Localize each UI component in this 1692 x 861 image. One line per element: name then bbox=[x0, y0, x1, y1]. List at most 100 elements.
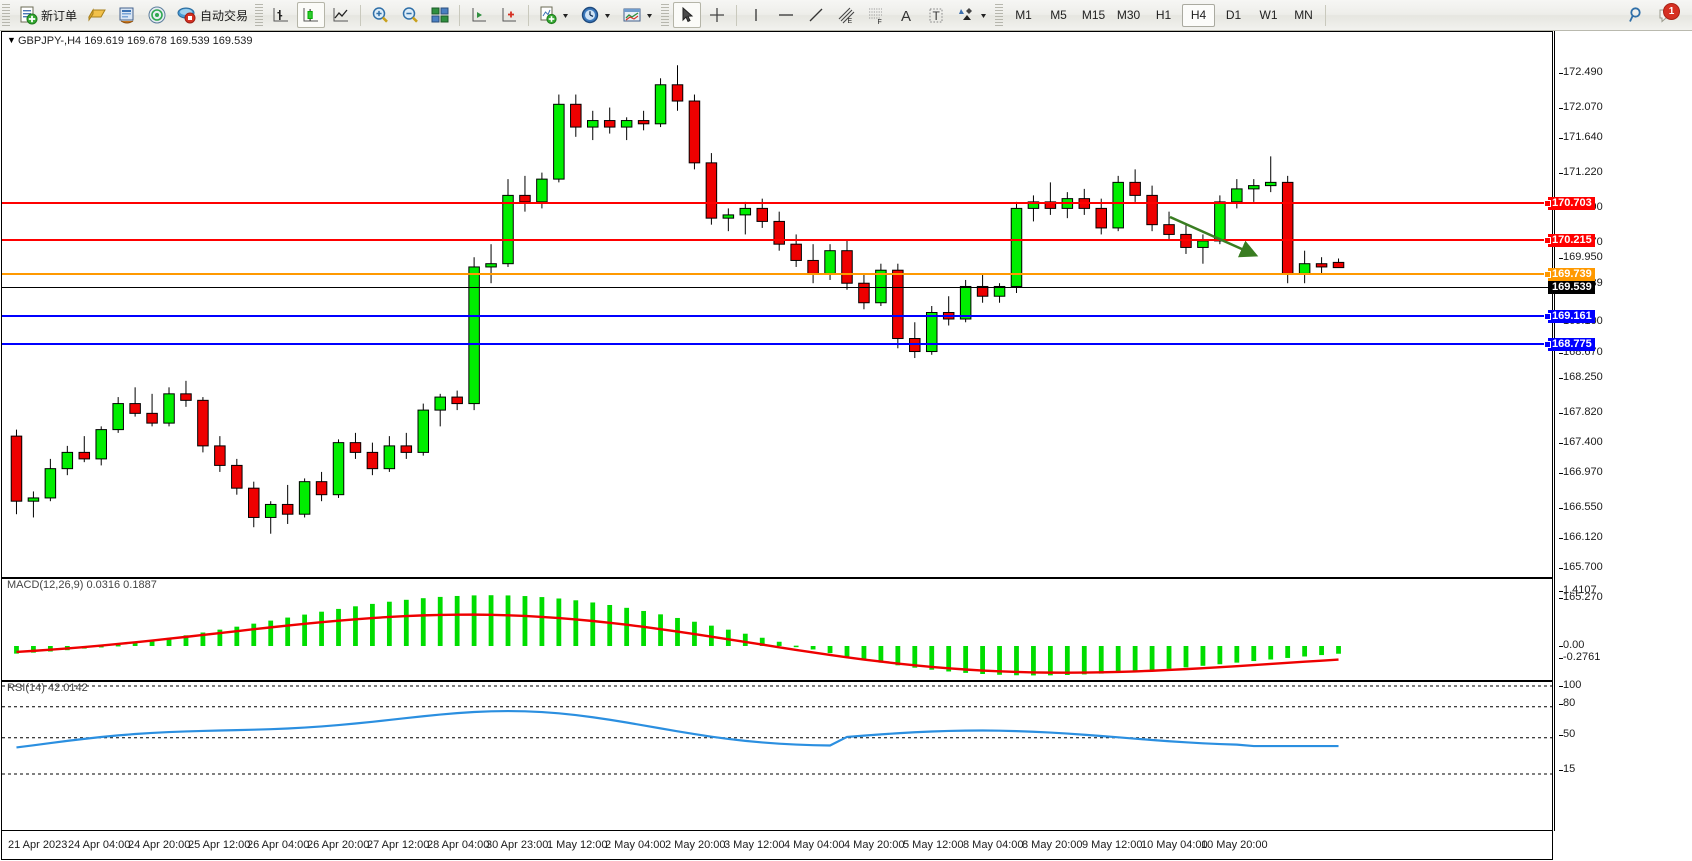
toolbar-grip[interactable] bbox=[2, 4, 10, 26]
line-chart-button[interactable] bbox=[327, 2, 355, 28]
market-watch-button[interactable] bbox=[143, 2, 171, 28]
chart-shift-button[interactable] bbox=[495, 2, 523, 28]
rsi-pane bbox=[2, 685, 1552, 775]
current-price-line-label[interactable]: 169.539 bbox=[1548, 281, 1595, 294]
label-button[interactable]: T bbox=[922, 2, 950, 28]
cursor-button[interactable] bbox=[673, 2, 702, 28]
shapes-button[interactable] bbox=[952, 2, 992, 28]
time-tick: 8 May 20:00 bbox=[1022, 839, 1083, 851]
timeframe-w1[interactable]: W1 bbox=[1259, 8, 1278, 22]
candle bbox=[366, 442, 379, 476]
resistance-line-2[interactable] bbox=[2, 239, 1552, 241]
candle bbox=[688, 94, 701, 170]
timeframe-m1[interactable]: M1 bbox=[1015, 8, 1032, 22]
chevron-down-icon-3[interactable] bbox=[645, 5, 654, 25]
fibonacci-button[interactable]: F bbox=[862, 2, 890, 28]
timeframe-h1[interactable]: H1 bbox=[1155, 8, 1172, 22]
resistance-line-1[interactable] bbox=[2, 202, 1552, 204]
macd-histogram-bar bbox=[217, 629, 223, 646]
triangle-down-icon[interactable]: ▼ bbox=[7, 35, 16, 45]
rsi-scale-tick: 100 bbox=[1558, 679, 1582, 691]
equidistant-channel-button[interactable]: E bbox=[832, 2, 860, 28]
toolbar-grip-4[interactable] bbox=[995, 4, 1004, 26]
chart-shift-icon bbox=[499, 5, 519, 25]
macd-histogram-bar bbox=[1251, 646, 1257, 662]
macd-histogram-bar bbox=[844, 646, 850, 657]
macd-histogram-bar bbox=[997, 646, 1002, 675]
candle bbox=[892, 263, 904, 349]
vertical-line-button[interactable] bbox=[742, 2, 770, 28]
candle bbox=[44, 458, 57, 502]
search-button[interactable] bbox=[1623, 2, 1651, 28]
horizontal-line-button[interactable] bbox=[772, 2, 800, 28]
auto-trading-button[interactable]: 自动交易 bbox=[173, 2, 252, 28]
new-order-button[interactable]: 新订单 bbox=[14, 2, 81, 28]
resistance-line-1-label[interactable]: 170.703 bbox=[1548, 197, 1595, 210]
support-line-1[interactable] bbox=[2, 315, 1552, 317]
tile-windows-button[interactable] bbox=[426, 2, 454, 28]
timeframe-m5[interactable]: M5 bbox=[1050, 8, 1067, 22]
macd-pane bbox=[14, 595, 1341, 676]
time-tick: 26 Apr 20:00 bbox=[307, 839, 370, 851]
profiles-button[interactable] bbox=[113, 2, 141, 28]
pivot-line-handle[interactable] bbox=[1544, 271, 1551, 278]
text-button[interactable]: A bbox=[892, 2, 920, 28]
time-scale[interactable]: 21 Apr 2023 24 Apr 04:00 24 Apr 20:00 25 Ap… bbox=[1, 831, 1553, 860]
macd-histogram-bar bbox=[183, 635, 189, 646]
zoom-in-button[interactable] bbox=[366, 2, 394, 28]
toolbar-separator-3 bbox=[528, 4, 530, 26]
resistance-line-2-handle[interactable] bbox=[1544, 237, 1551, 244]
candlestick-chart-button[interactable] bbox=[297, 2, 326, 28]
resistance-line-2-label[interactable]: 170.215 bbox=[1548, 234, 1595, 247]
vertical-line-icon bbox=[746, 5, 766, 25]
macd-histogram-bar bbox=[641, 610, 647, 646]
open-chart-button[interactable] bbox=[83, 2, 111, 28]
timeframe-h4[interactable]: H4 bbox=[1182, 3, 1216, 27]
line-chart-icon bbox=[331, 5, 351, 25]
pivot-line[interactable] bbox=[2, 273, 1552, 275]
timeframe-d1[interactable]: D1 bbox=[1225, 8, 1242, 22]
trendline-button[interactable] bbox=[802, 2, 830, 28]
macd-histogram-bar bbox=[793, 645, 799, 648]
chart-canvas[interactable]: ▼ GBPJPY-,H4 169.619 169.678 169.539 169… bbox=[1, 31, 1553, 831]
time-tick: 2 May 20:00 bbox=[665, 839, 726, 851]
chevron-down-icon-2[interactable] bbox=[603, 5, 612, 25]
macd-histogram-bar bbox=[488, 595, 494, 646]
trend-arrow[interactable] bbox=[1152, 202, 1272, 272]
indicators-button[interactable] bbox=[534, 2, 574, 28]
toolbar-separator-5 bbox=[1325, 4, 1327, 26]
auto-scroll-button[interactable] bbox=[465, 2, 493, 28]
resistance-line-1-handle[interactable] bbox=[1544, 200, 1551, 207]
support-line-2-handle[interactable] bbox=[1544, 341, 1551, 348]
macd-histogram-bar bbox=[929, 646, 935, 670]
periods-button[interactable] bbox=[576, 2, 616, 28]
candle bbox=[400, 432, 413, 459]
pivot-line-label[interactable]: 169.739 bbox=[1548, 268, 1595, 281]
timeframe-mn[interactable]: MN bbox=[1294, 8, 1313, 22]
macd-histogram-bar bbox=[370, 603, 375, 646]
candle bbox=[1163, 211, 1175, 241]
candle bbox=[620, 117, 633, 141]
toolbar-grip-2[interactable] bbox=[255, 4, 264, 26]
chevron-down-icon[interactable] bbox=[561, 5, 570, 25]
price-tick: 171.640 bbox=[1559, 131, 1603, 143]
timeframe-m30[interactable]: M30 bbox=[1116, 8, 1141, 22]
support-line-1-label[interactable]: 169.161 bbox=[1548, 310, 1595, 323]
templates-button[interactable] bbox=[618, 2, 658, 28]
support-line-1-handle[interactable] bbox=[1544, 313, 1551, 320]
support-line-2[interactable] bbox=[2, 343, 1552, 345]
toolbar-grip-3[interactable] bbox=[661, 4, 670, 26]
support-line-2-label[interactable]: 168.775 bbox=[1548, 338, 1595, 351]
crosshair-button[interactable] bbox=[703, 2, 731, 28]
candlestick-icon bbox=[301, 5, 321, 25]
price-scale[interactable]: 172.490172.070171.640171.220170.790170.3… bbox=[1544, 31, 1691, 831]
search-icon bbox=[1627, 5, 1647, 25]
chevron-down-icon-4[interactable] bbox=[979, 5, 988, 25]
candle bbox=[993, 283, 1006, 303]
notification-button[interactable]: 1 bbox=[1653, 2, 1683, 28]
radar-icon bbox=[147, 5, 167, 25]
bar-chart-button[interactable] bbox=[267, 2, 295, 28]
timeframe-m15[interactable]: M15 bbox=[1081, 8, 1106, 22]
macd-histogram-bar bbox=[285, 617, 291, 646]
zoom-out-button[interactable] bbox=[396, 2, 424, 28]
